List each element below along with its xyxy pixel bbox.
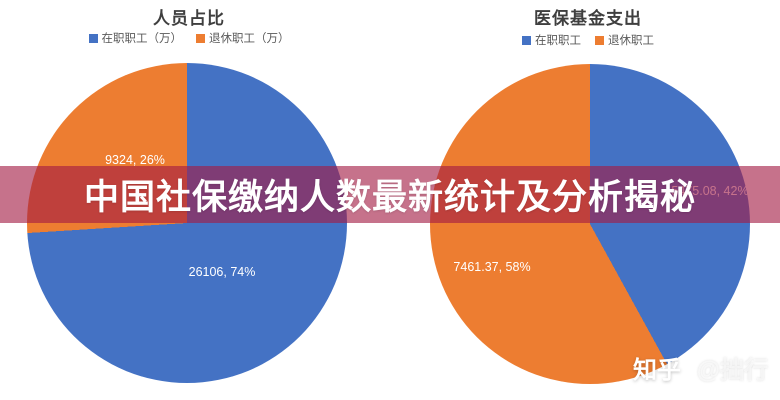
legend-swatch-blue-icon bbox=[522, 35, 531, 45]
legend-item-retired-workers: 退休职工（万） bbox=[196, 30, 290, 46]
watermark-author: @拙行 bbox=[696, 357, 769, 384]
legend-item-active-workers: 在职职工（万） bbox=[88, 30, 183, 46]
data-label-retired-count: 9324, 26% bbox=[105, 153, 165, 167]
headline-text: 中国社保缴纳人数最新统计及分析揭秘 bbox=[83, 178, 696, 217]
pie-personnel-ratio bbox=[27, 63, 347, 383]
legend-label-retired-workers-fund: 退休职工 bbox=[608, 35, 654, 47]
chart-title-fund: 医保基金支出 bbox=[534, 9, 642, 28]
data-label-active-count: 26106, 74% bbox=[188, 265, 256, 279]
legend-swatch-blue-icon bbox=[88, 33, 98, 43]
legend-swatch-orange-icon bbox=[196, 33, 205, 43]
data-label-retired-expenditure: 7461.37, 58% bbox=[453, 260, 531, 274]
headline-banner: 中国社保缴纳人数最新统计及分析揭秘 bbox=[0, 166, 780, 223]
watermark-brand-zhihu: 知乎 bbox=[633, 357, 681, 384]
legend-label-active-workers-fund: 在职职工 bbox=[535, 35, 581, 47]
legend-personnel: 在职职工（万） 退休职工（万） bbox=[0, 30, 378, 46]
legend-item-active-workers-fund: 在职职工 bbox=[522, 32, 581, 48]
legend-item-retired-workers-fund: 退休职工 bbox=[595, 32, 654, 48]
chart-title-personnel: 人员占比 bbox=[153, 9, 225, 28]
watermark: 知乎 @拙行 bbox=[633, 350, 768, 385]
legend-label-active-workers: 在职职工（万） bbox=[101, 33, 183, 45]
legend-swatch-orange-icon bbox=[595, 35, 604, 45]
legend-label-retired-workers: 退休职工（万） bbox=[209, 33, 290, 45]
pie-fund-expenditure bbox=[430, 64, 750, 384]
legend-fund: 在职职工 退休职工 bbox=[398, 32, 778, 48]
